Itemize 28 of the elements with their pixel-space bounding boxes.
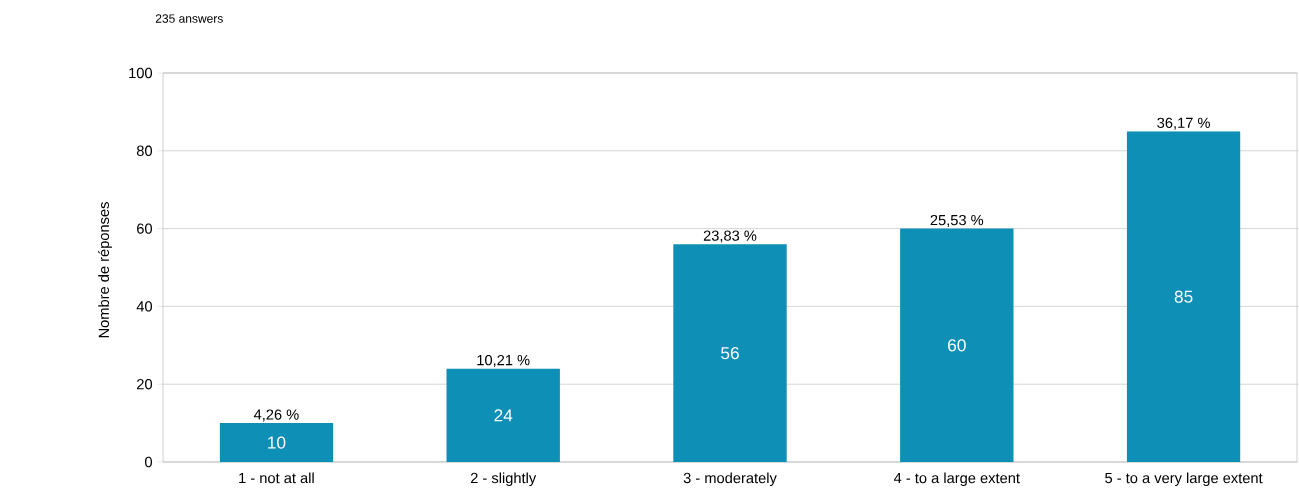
y-tick-label: 80: [136, 145, 153, 156]
data-label: 85: [1174, 290, 1193, 303]
y-tick-label: 40: [136, 301, 153, 312]
bar: [900, 228, 1014, 462]
annotation: 25,53 %: [930, 214, 984, 228]
annotation: 4,26 %: [253, 409, 299, 422]
annotation: 10,21 %: [477, 354, 530, 368]
x-tick-label: 3 - moderately: [683, 472, 777, 487]
data-label: 10: [268, 436, 286, 449]
bar: [219, 423, 334, 462]
y-tick-label: 100: [129, 67, 153, 79]
x-tick-label: 2 - slightly: [470, 472, 537, 487]
annotation: 23,83 %: [703, 230, 757, 243]
data-label: 24: [494, 409, 513, 422]
y-tick-label: 0: [145, 456, 153, 468]
bar: [446, 368, 560, 462]
chart-title: 235 answers: [155, 14, 223, 23]
x-tick-label: 5 - to a very large extent: [1105, 472, 1263, 487]
x-tick-label: 1 - not at all: [239, 472, 314, 484]
y-tick-label: 60: [137, 223, 153, 234]
x-tick-label: 4 - to a large extent: [893, 472, 1020, 487]
data-label: 60: [948, 339, 966, 352]
annotation: 36,17 %: [1157, 117, 1210, 130]
data-label: 56: [721, 346, 739, 360]
y-tick-label: 20: [137, 379, 153, 390]
y-axis-title: Nombre de réponses: [98, 202, 112, 338]
bar: [1126, 131, 1241, 462]
bar: [673, 244, 787, 462]
